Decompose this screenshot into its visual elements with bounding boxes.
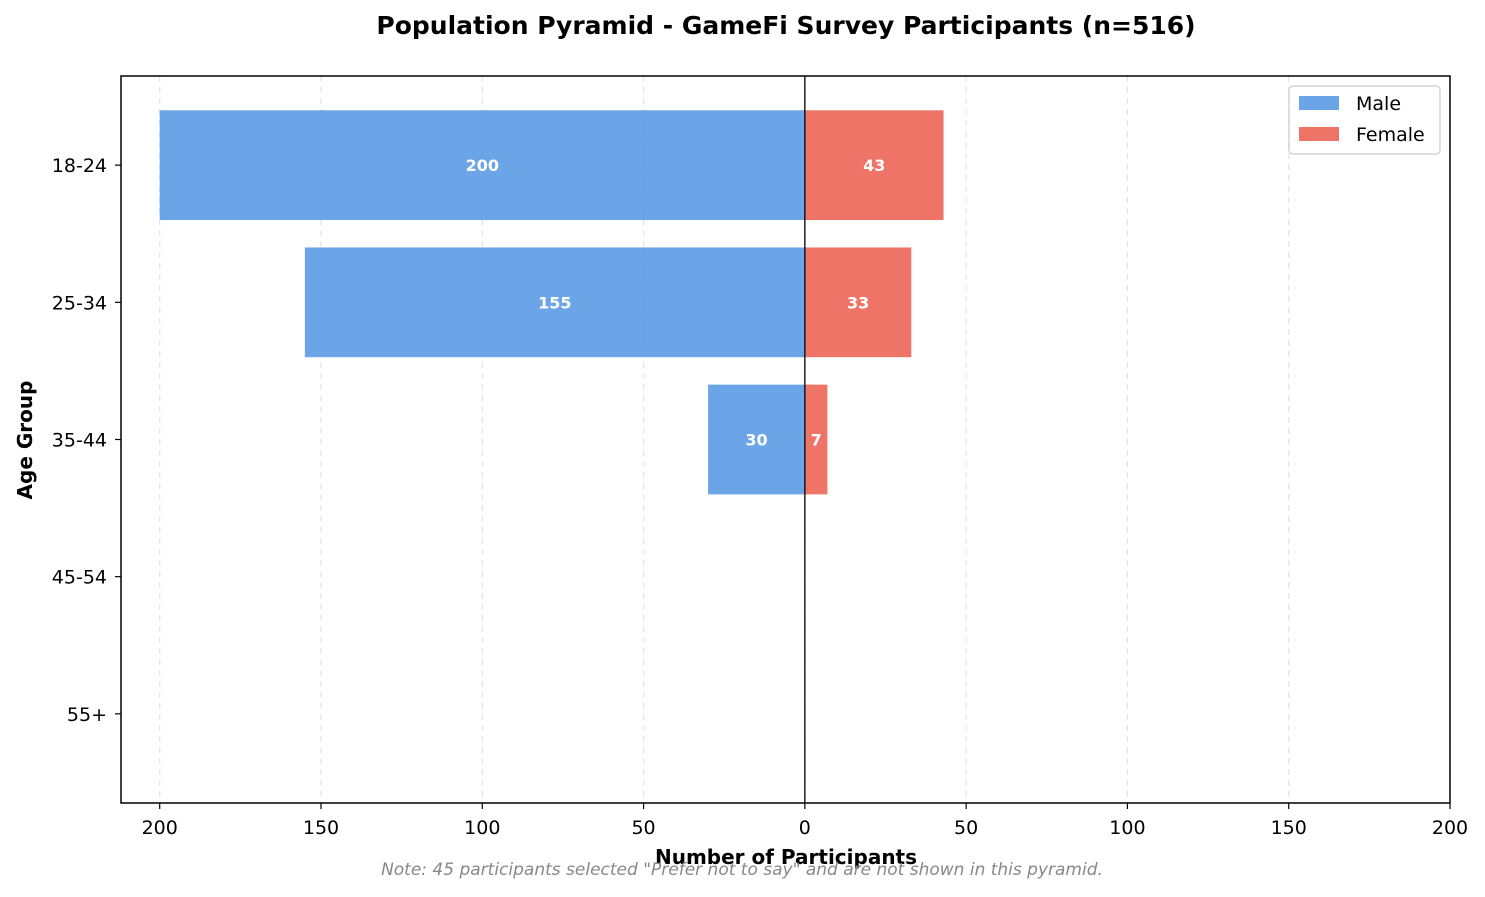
x-tick-label: 0 — [799, 817, 811, 839]
legend-label-female: Female — [1356, 124, 1425, 146]
male-bar-18-24 — [159, 110, 805, 221]
male-value-label: 200 — [466, 156, 499, 175]
male-bar-25-34 — [304, 247, 805, 358]
legend: Male Female — [1288, 85, 1441, 155]
y-tick-label: 18-24 — [52, 155, 107, 177]
chart-title: Population Pyramid - GameFi Survey Parti… — [376, 11, 1195, 40]
male-value-label: 155 — [538, 293, 571, 312]
female-bar-35-44 — [804, 384, 828, 495]
legend-swatch-female — [1299, 127, 1339, 141]
axes-layer: 200 150 100 50 0 50 100 150 200 18-24 25-34 35-44 45… — [52, 75, 1468, 839]
female-value-label: 33 — [847, 293, 869, 312]
x-tick-label: 150 — [303, 817, 339, 839]
legend-swatch-male — [1299, 96, 1339, 110]
x-axis-label: Number of Participants — [655, 845, 917, 869]
female-bar-25-34 — [804, 247, 912, 358]
male-bar-35-44 — [708, 384, 805, 495]
y-tick-label: 25-34 — [52, 292, 107, 314]
x-tick-label: 100 — [1109, 817, 1145, 839]
bars-layer — [159, 110, 944, 495]
female-value-label: 43 — [863, 156, 885, 175]
y-tick-label: 35-44 — [52, 430, 107, 452]
x-tick-label: 50 — [631, 817, 655, 839]
y-axis-label: Age Group — [13, 381, 37, 500]
x-tick-label: 100 — [464, 817, 500, 839]
x-tick-label: 200 — [1432, 817, 1468, 839]
y-tick-label: 55+ — [67, 704, 107, 726]
y-tick-label: 45-54 — [52, 567, 107, 589]
legend-label-male: Male — [1356, 93, 1401, 115]
x-tick-label: 150 — [1271, 817, 1307, 839]
female-bar-18-24 — [804, 110, 944, 221]
male-value-label: 30 — [745, 431, 767, 450]
x-tick-label: 50 — [954, 817, 978, 839]
footnote: Note: 45 participants selected "Prefer n… — [381, 860, 1103, 880]
x-tick-label: 200 — [142, 817, 178, 839]
female-value-label: 7 — [811, 431, 822, 450]
data-labels-layer: 200 155 30 43 33 7 — [466, 156, 886, 449]
